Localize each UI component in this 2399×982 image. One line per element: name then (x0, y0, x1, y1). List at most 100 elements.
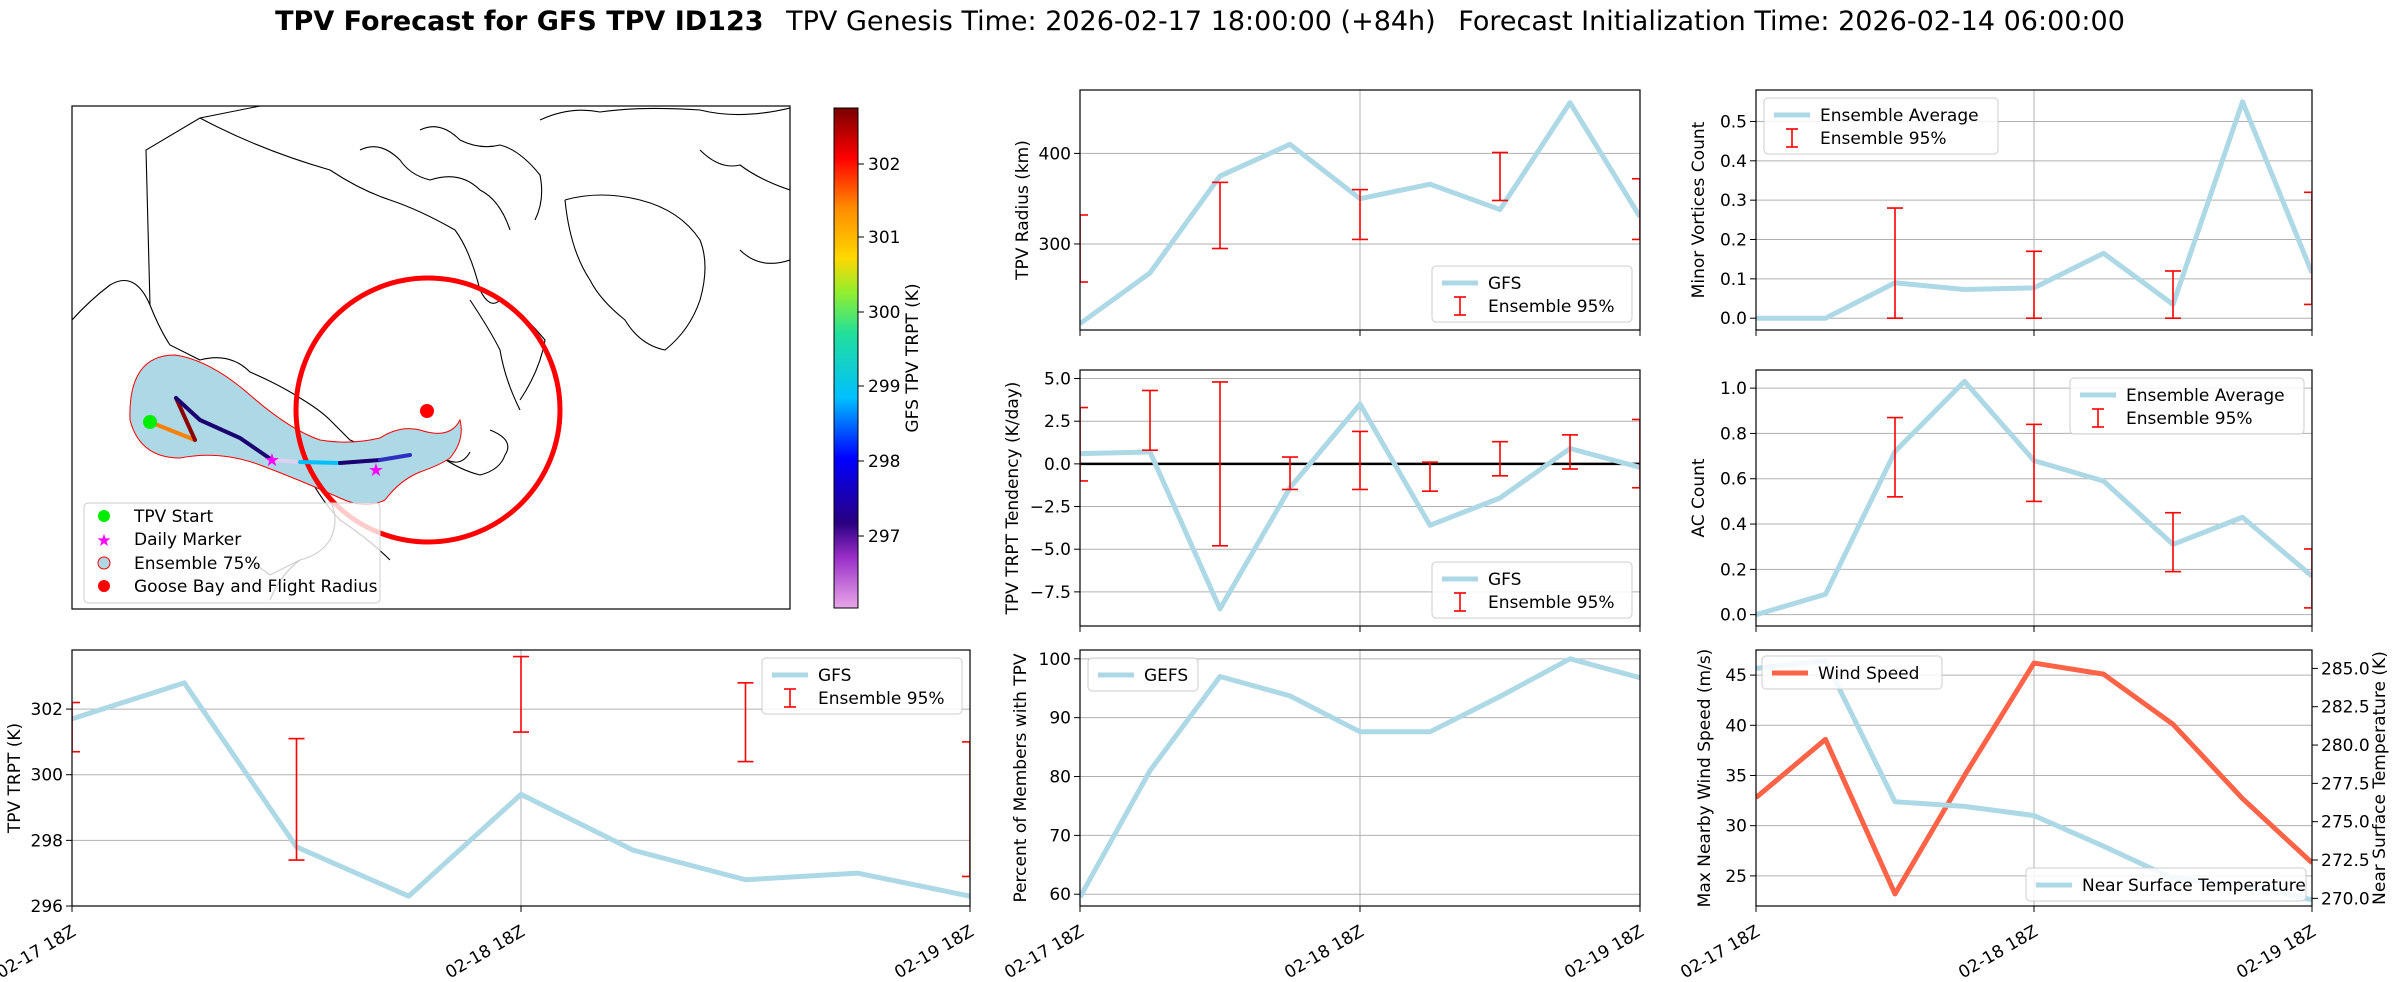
series-line-gfs (72, 680, 970, 899)
flight-radius-circle (293, 275, 563, 545)
y-axis-label: Max Nearby Wind Speed (m/s) (1695, 649, 1715, 908)
chart-wind: 25 30 35 40 45 02-17 18Z 02-18 18Z 02-19 18Z Max… (1677, 649, 2390, 982)
y-right-tick-label: 277.5 (2321, 774, 2370, 794)
y-tick-label: 0.6 (1720, 470, 1747, 490)
y-tick-label: 298 (31, 831, 63, 851)
x-tick-label: 02-19 18Z (2233, 922, 2319, 982)
y-axis-label: AC Count (1689, 458, 1709, 537)
y-tick-label: 0.5 (1720, 112, 1747, 132)
legend-label: Ensemble 95% (2126, 409, 2253, 429)
y-tick-label: 100 (1039, 650, 1071, 670)
legend-daily-marker: Daily Marker (134, 530, 241, 550)
legend-label: GEFS (1144, 666, 1188, 686)
y-tick-label: −2.5 (1030, 498, 1071, 518)
goose-bay-marker (420, 404, 434, 418)
legend: GFS Ensemble 95% (1431, 265, 1633, 323)
series-line-wind-speed (1756, 660, 2312, 897)
legend-label: Near Surface Temperature (2082, 876, 2306, 896)
legend-box (761, 657, 963, 715)
legend: Ensemble Average Ensemble 95% (1763, 97, 1999, 155)
colorbar-ticks: 297 298 299 300 301 302 (858, 155, 900, 547)
y-tick-label: −7.5 (1030, 583, 1071, 603)
colorbar (833, 107, 859, 609)
axes-frame (1079, 369, 1641, 627)
legend-label: Ensemble 95% (1488, 593, 1615, 613)
plot-area (72, 655, 970, 899)
x-tick-label: 02-18 18Z (1281, 922, 1367, 982)
tpv-track (148, 396, 412, 465)
plot-area (1756, 378, 2312, 618)
chart-percent: 60 70 80 90 100 02-17 18Z 02-18 18Z 02-19 18Z Pe… (1001, 649, 1648, 982)
y-axis-label: Minor Vortices Count (1689, 121, 1709, 298)
chart-panels: 300 400 TPV Radius (km) GFS Ensemble 95% 0.0 0… (0, 89, 2390, 982)
y-axis-label: TPV TRPT (K) (5, 723, 25, 834)
legend-box (1431, 265, 1633, 323)
legend-label: Ensemble Average (1820, 106, 1979, 126)
chart-radius: 300 400 TPV Radius (km) GFS Ensemble 95% (1013, 89, 1641, 336)
y-axis-label: Percent of Members with TPV (1011, 653, 1031, 902)
x-tick-label: 02-19 18Z (1561, 922, 1647, 982)
y-tick-label: −5.0 (1030, 540, 1071, 560)
y-right-tick-label: 280.0 (2321, 736, 2370, 756)
y-axis-label: TPV Radius (km) (1013, 140, 1033, 281)
y-tick-label: 0.0 (1720, 606, 1747, 626)
y-tick-label: 80 (1049, 768, 1071, 788)
y-tick-label: 0.0 (1720, 309, 1747, 329)
x-tick-label: 02-19 18Z (891, 922, 977, 982)
plot-area (1080, 381, 1640, 612)
colorbar-tick: 297 (868, 527, 900, 547)
y-tick-label: 25 (1725, 867, 1747, 887)
legend: GEFS (1087, 657, 1199, 692)
y-tick-label: 300 (31, 766, 63, 786)
y-tick-label: 30 (1725, 817, 1747, 837)
legend: GFS Ensemble 95% (761, 657, 963, 715)
y-tick-label: 296 (31, 897, 63, 917)
x-tick-label: 02-17 18Z (1677, 922, 1763, 982)
y-tick-label: 300 (1039, 235, 1071, 255)
colorbar-tick: 301 (868, 228, 900, 248)
legend-box (2025, 867, 2307, 902)
legend-label: GFS (818, 666, 851, 686)
y-axis-label: TPV TRPT Tendency (K/day) (1003, 382, 1023, 616)
legend-goose-icon (98, 580, 110, 592)
x-tick-label: 02-18 18Z (1955, 922, 2041, 982)
y-tick-label: 0.4 (1720, 515, 1747, 535)
axes-frame (71, 649, 971, 907)
y-tick-label: 2.5 (1044, 412, 1071, 432)
colorbar-tick: 299 (868, 377, 900, 397)
legend: Near Surface Temperature (2025, 867, 2307, 902)
figure-title: TPV Forecast for GFS TPV ID123 TPV Genes… (275, 6, 2125, 37)
legend-label: GFS (1488, 274, 1521, 294)
series-line-gfs (1080, 401, 1640, 612)
legend: Wind Speed (1761, 655, 1943, 690)
legend: GFS Ensemble 95% (1431, 561, 1633, 619)
legend-ensemble-icon (97, 556, 111, 570)
chart-tendency: −7.5 −5.0 −2.5 0.0 2.5 5.0 TPV TRPT Tendency (… (1003, 369, 1641, 632)
plot-area (1080, 656, 1640, 899)
colorbar-tick: 298 (868, 452, 900, 472)
legend-daily-icon: ★ (96, 531, 111, 551)
chart-ac: 0.0 0.2 0.4 0.6 0.8 1.0 AC Count Ensemble Avera… (1689, 369, 2313, 632)
y-tick-label: 0.2 (1720, 560, 1747, 580)
y-tick-label: 0.1 (1720, 270, 1747, 290)
axes-frame (1755, 369, 2313, 627)
legend-start-icon (98, 510, 110, 522)
y-tick-label: 45 (1725, 666, 1747, 686)
colorbar-tick: 302 (868, 155, 900, 175)
daily-marker: ★ (264, 450, 280, 471)
y-tick-label: 302 (31, 700, 63, 720)
legend-box (1431, 561, 1633, 619)
x-tick-label: 02-18 18Z (442, 922, 528, 982)
daily-marker: ★ (368, 460, 384, 481)
legend-label: Ensemble 95% (818, 689, 945, 709)
y-tick-label: 400 (1039, 144, 1071, 164)
plot-area (1080, 100, 1640, 326)
y-tick-label: 0.4 (1720, 152, 1747, 172)
track-map: ★ ★ TPV Start ★ Daily Marker Ensemble 75… (71, 105, 923, 610)
y-tick-label: 0.2 (1720, 231, 1747, 251)
legend-label: Wind Speed (1818, 664, 1919, 684)
legend-label: Ensemble 95% (1488, 297, 1615, 317)
y-right-axis-label: Near Surface Temperature (K) (2370, 651, 2390, 905)
chart-trpt: 296 298 300 302 02-17 18Z 02-18 18Z 02-19 18Z T… (0, 649, 978, 982)
legend: Ensemble Average Ensemble 95% (2069, 377, 2305, 435)
